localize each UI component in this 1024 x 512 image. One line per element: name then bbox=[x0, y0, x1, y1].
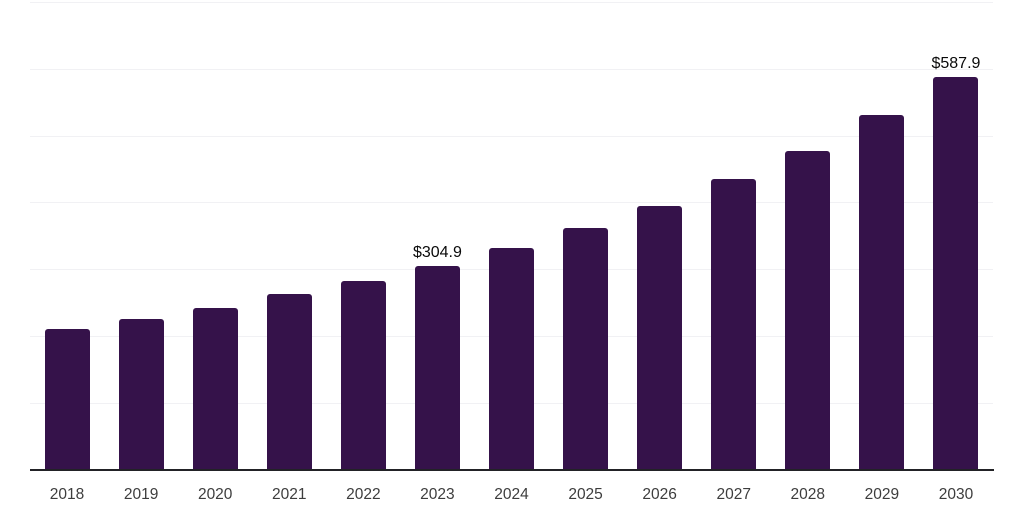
data-label-2023: $304.9 bbox=[412, 244, 462, 262]
gridline-700 bbox=[30, 2, 993, 3]
x-tick-label-2018: 2018 bbox=[49, 486, 85, 503]
x-tick-label-2025: 2025 bbox=[568, 486, 603, 503]
data-label-2030: $587.9 bbox=[931, 55, 981, 73]
bar-2026 bbox=[637, 205, 683, 470]
bar-2028 bbox=[785, 151, 831, 470]
x-tick-label-2021: 2021 bbox=[272, 486, 307, 503]
x-tick-label-2019: 2019 bbox=[123, 486, 159, 503]
x-tick-label-2030: 2030 bbox=[938, 486, 974, 503]
x-tick-label-2029: 2029 bbox=[864, 486, 900, 503]
bar-2029 bbox=[859, 115, 905, 470]
x-tick-label-2026: 2026 bbox=[642, 486, 677, 503]
bar-2020 bbox=[192, 307, 238, 470]
bar-2024 bbox=[489, 247, 534, 470]
gridline-500 bbox=[30, 135, 993, 137]
bar-2021 bbox=[266, 293, 312, 470]
x-tick-label-2023: 2023 bbox=[420, 486, 455, 503]
bar-2023 bbox=[414, 266, 460, 470]
bar-2030 bbox=[933, 77, 979, 470]
bar-2019 bbox=[118, 319, 164, 470]
bar-2027 bbox=[711, 178, 757, 470]
bar-2025 bbox=[563, 227, 609, 470]
x-tick-label-2020: 2020 bbox=[197, 486, 233, 503]
gridline-400 bbox=[30, 202, 993, 204]
x-tick-label-2028: 2028 bbox=[790, 486, 826, 503]
x-tick-label-2022: 2022 bbox=[346, 486, 381, 503]
x-tick-label-2027: 2027 bbox=[716, 486, 751, 503]
bar-2018 bbox=[44, 329, 90, 470]
bar-2022 bbox=[340, 280, 386, 470]
x-axis-line bbox=[30, 469, 994, 471]
x-tick-label-2024: 2024 bbox=[494, 486, 529, 503]
gridline-600 bbox=[30, 68, 993, 70]
